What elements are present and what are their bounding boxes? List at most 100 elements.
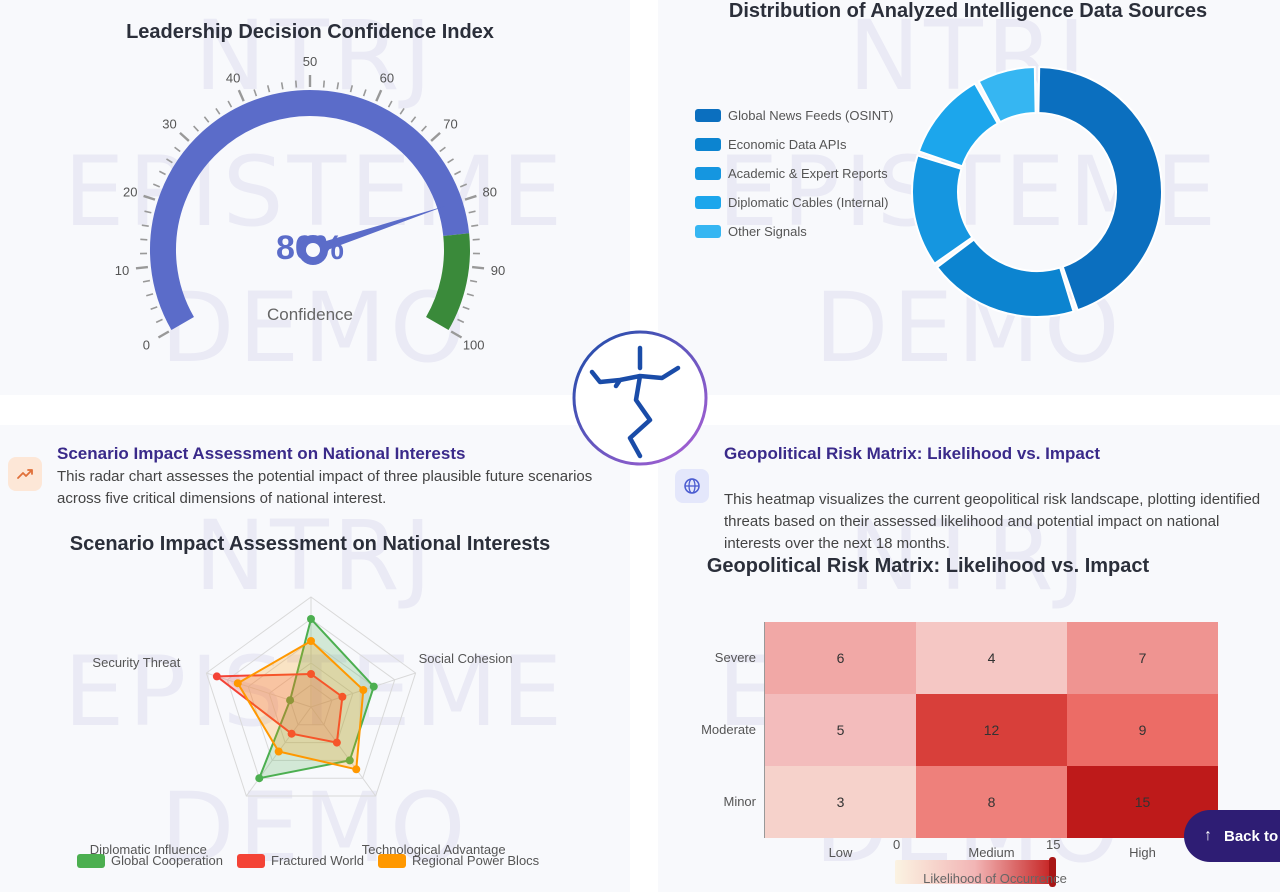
heatmap-cell-value: 6 bbox=[836, 650, 845, 666]
gauge-tick bbox=[387, 100, 393, 108]
radar-point[interactable] bbox=[345, 756, 354, 765]
doughnut-slice[interactable] bbox=[977, 66, 1037, 124]
gauge-tick bbox=[450, 330, 463, 339]
gauge-tick-label: 10 bbox=[115, 263, 129, 278]
gauge-tick bbox=[152, 183, 161, 188]
heatmap-cell-value: 15 bbox=[1134, 794, 1151, 810]
radar-point[interactable] bbox=[307, 615, 315, 623]
radar-point[interactable] bbox=[212, 672, 221, 681]
heatmap-cell[interactable]: 8 bbox=[916, 766, 1067, 838]
gauge-needle bbox=[311, 205, 447, 255]
radar-title: Scenario Impact Assessment on National I… bbox=[69, 533, 551, 555]
heatmap-description: This heatmap visualizes the current geop… bbox=[724, 491, 1261, 552]
radar-point[interactable] bbox=[233, 679, 242, 688]
radar-gridline bbox=[289, 684, 333, 726]
radar-axis-label: Security Threat bbox=[92, 655, 180, 670]
gauge-tick bbox=[174, 146, 181, 153]
gauge-tick bbox=[362, 89, 367, 97]
legend-item[interactable]: Academic & Expert Reports bbox=[695, 166, 888, 181]
gauge-tick bbox=[459, 183, 468, 188]
gauge-arc-main bbox=[150, 90, 470, 330]
legend-item[interactable]: Other Signals bbox=[695, 224, 807, 239]
radar-legend-item[interactable]: Global Cooperation bbox=[77, 853, 223, 868]
radar-gridline bbox=[205, 596, 417, 797]
gauge-tick bbox=[266, 85, 271, 93]
legend-item[interactable]: Economic Data APIs bbox=[695, 137, 847, 152]
heatmap-cell[interactable]: 6 bbox=[765, 622, 916, 694]
gauge-tick bbox=[464, 194, 477, 201]
arrow-up-icon: ↑ bbox=[1204, 827, 1212, 844]
dancer-logo-icon[interactable] bbox=[570, 330, 710, 470]
gauge-tick bbox=[253, 89, 258, 97]
radar-point[interactable] bbox=[352, 765, 361, 774]
color-scale-handle[interactable] bbox=[1049, 857, 1056, 887]
legend-item[interactable]: Diplomatic Cables (Internal) bbox=[695, 195, 888, 210]
legend-label: Academic & Expert Reports bbox=[728, 166, 888, 181]
doughnut-title: Distribution of Analyzed Intelligence Da… bbox=[728, 0, 1208, 22]
legend-label: Other Signals bbox=[728, 224, 807, 239]
gauge-tick-label: 70 bbox=[443, 117, 457, 132]
legend-swatch bbox=[695, 109, 721, 122]
gauge-tick bbox=[179, 132, 190, 142]
heatmap-cell[interactable]: 12 bbox=[916, 694, 1067, 766]
legend-swatch bbox=[695, 196, 721, 209]
radar-point[interactable] bbox=[307, 637, 315, 645]
heatmap-x-label: High bbox=[1129, 845, 1156, 860]
back-button-label: Back to bbox=[1224, 827, 1279, 845]
radar-point[interactable] bbox=[338, 692, 347, 701]
gauge-tick bbox=[203, 116, 210, 123]
gauge-tick bbox=[447, 158, 454, 164]
gauge-tick bbox=[322, 80, 326, 88]
gauge-arc-high bbox=[425, 233, 470, 330]
radar-point[interactable] bbox=[255, 774, 264, 783]
legend-swatch bbox=[77, 853, 105, 868]
radar-point[interactable] bbox=[287, 729, 296, 738]
gauge-tick bbox=[227, 100, 233, 108]
gauge-tick bbox=[157, 330, 170, 339]
radar-point[interactable] bbox=[286, 696, 295, 705]
heatmap-cell-value: 4 bbox=[987, 650, 996, 666]
gauge-tick-label: 0 bbox=[143, 338, 150, 353]
radar-point[interactable] bbox=[369, 682, 378, 691]
radar-gridline bbox=[247, 640, 375, 761]
radar-series-area bbox=[236, 639, 365, 771]
radar-legend-item[interactable]: Fractured World bbox=[237, 853, 364, 868]
doughnut-slice[interactable] bbox=[911, 154, 974, 265]
heatmap-x-axis-title: Likelihood of Occurrence bbox=[923, 871, 1067, 886]
heatmap-y-label: Moderate bbox=[701, 722, 756, 737]
gauge-tick-label: 20 bbox=[123, 185, 137, 200]
radar-gridline bbox=[268, 662, 354, 744]
radar-point[interactable] bbox=[359, 686, 368, 695]
heatmap-cell[interactable]: 9 bbox=[1067, 694, 1218, 766]
legend-label: Regional Power Blocs bbox=[412, 853, 540, 868]
radar-legend-item[interactable]: Regional Power Blocs bbox=[378, 853, 539, 868]
heatmap-cell[interactable]: 5 bbox=[765, 694, 916, 766]
legend-swatch bbox=[695, 167, 721, 180]
doughnut-slice[interactable] bbox=[917, 82, 999, 168]
heatmap-cell[interactable]: 3 bbox=[765, 766, 916, 838]
radar-point[interactable] bbox=[307, 670, 315, 678]
color-scale-max: 15 bbox=[1046, 837, 1061, 852]
radar-point[interactable] bbox=[332, 738, 341, 747]
gauge-tick bbox=[439, 146, 446, 153]
radar-point[interactable] bbox=[274, 747, 283, 756]
doughnut-slice[interactable] bbox=[936, 238, 1075, 318]
heatmap-y-label: Severe bbox=[714, 650, 756, 665]
legend-swatch bbox=[237, 853, 265, 868]
gauge-tick bbox=[166, 158, 173, 164]
doughnut-slice[interactable] bbox=[1037, 66, 1163, 312]
heatmap-cell[interactable]: 7 bbox=[1067, 622, 1218, 694]
radar-heading: Scenario Impact Assessment on National I… bbox=[57, 444, 466, 463]
gauge-tick bbox=[375, 89, 383, 102]
legend-item[interactable]: Global News Feeds (OSINT) bbox=[695, 108, 893, 123]
gauge-title: Leadership Decision Confidence Index bbox=[126, 21, 494, 43]
back-to-top-button[interactable]: ↑ Back to bbox=[1184, 810, 1280, 862]
gauge-tick bbox=[150, 306, 158, 311]
doughnut-card bbox=[658, 0, 1280, 395]
gauge-tick bbox=[146, 293, 154, 297]
gauge-tick-label: 80 bbox=[483, 185, 497, 200]
heatmap-cell[interactable]: 4 bbox=[916, 622, 1067, 694]
gauge-tick bbox=[469, 279, 478, 283]
radar-series-area bbox=[213, 672, 344, 744]
